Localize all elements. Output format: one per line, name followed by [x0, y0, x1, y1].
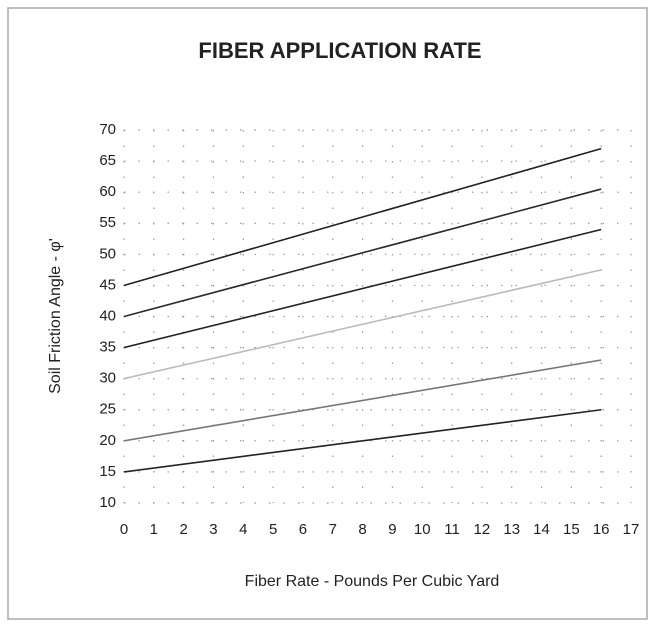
x-tick-label: 10	[414, 521, 431, 538]
y-tick-label: 40	[99, 307, 116, 324]
x-tick-label: 0	[120, 521, 128, 538]
y-tick-label: 70	[99, 121, 116, 138]
x-tick-label: 5	[269, 521, 277, 538]
y-tick-label: 50	[99, 245, 116, 262]
frame	[7, 7, 648, 620]
y-tick-label: 55	[99, 214, 116, 231]
data-line	[123, 228, 602, 349]
data-line	[123, 359, 602, 442]
x-tick-label: 7	[329, 521, 337, 538]
y-tick-label: 15	[99, 463, 116, 480]
data-line	[123, 147, 602, 287]
y-tick-label: 10	[99, 494, 116, 511]
y-tick-label: 45	[99, 276, 116, 293]
x-tick-label: 4	[239, 521, 247, 538]
x-tick-label: 3	[209, 521, 217, 538]
x-tick-label: 12	[474, 521, 491, 538]
y-tick-label: 25	[99, 401, 116, 418]
data-line	[123, 269, 602, 380]
x-tick-label: 16	[593, 521, 610, 538]
y-tick-label: 65	[99, 152, 116, 169]
x-tick-label: 14	[533, 521, 550, 538]
x-tick-label: 15	[563, 521, 580, 538]
data-line	[123, 188, 602, 318]
x-tick-label: 8	[358, 521, 366, 538]
x-tick-label: 17	[623, 521, 640, 538]
y-tick-label: 30	[99, 370, 116, 387]
x-tick-label: 1	[150, 521, 158, 538]
data-line	[123, 408, 602, 473]
x-tick-label: 11	[444, 521, 460, 538]
x-tick-label: 6	[299, 521, 307, 538]
y-axis-label: Soil Friction Angle - φ'	[47, 238, 64, 394]
x-tick-label: 13	[503, 521, 520, 538]
y-tick-label: 20	[99, 432, 116, 449]
y-tick-label: 35	[99, 339, 116, 356]
chart-title: FIBER APPLICATION RATE	[198, 38, 481, 63]
y-tick-label: 60	[99, 183, 116, 200]
x-tick-label: 2	[179, 521, 187, 538]
x-axis-label: Fiber Rate - Pounds Per Cubic Yard	[245, 573, 500, 590]
x-tick-label: 9	[388, 521, 396, 538]
